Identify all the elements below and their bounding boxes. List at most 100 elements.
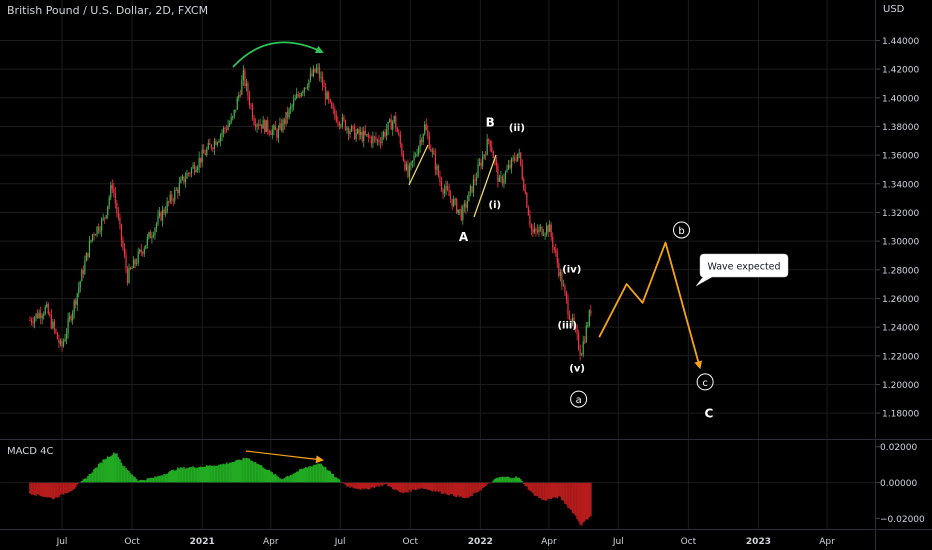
macd-bar: [170, 470, 173, 483]
macd-bar: [199, 466, 202, 483]
candle-body: [293, 100, 295, 106]
macd-bar: [303, 468, 306, 483]
candle-body: [343, 116, 345, 121]
candle-body: [139, 249, 141, 252]
candle-body: [576, 329, 578, 335]
candle-body: [224, 128, 226, 130]
candle-body: [256, 124, 258, 127]
candle-body: [587, 325, 589, 327]
macd-bar: [333, 477, 336, 483]
macd-bar: [52, 482, 54, 500]
macd-bar: [189, 467, 191, 483]
candle-body: [408, 165, 411, 177]
candle-body: [590, 310, 592, 314]
macd-bar: [524, 482, 527, 486]
wave-label: (iii): [557, 321, 576, 332]
candle-body: [175, 189, 177, 191]
candle-body: [521, 164, 523, 180]
macd-bar: [71, 482, 74, 491]
macd-bar: [231, 462, 234, 483]
candle-body: [482, 156, 484, 167]
candle-body: [335, 115, 337, 122]
candle-body: [134, 259, 136, 265]
candle-body: [44, 306, 46, 315]
candle-body: [567, 299, 569, 315]
macd-bar: [120, 462, 123, 483]
price-tick-label: 1.30000: [882, 238, 919, 248]
macd-bar: [79, 481, 82, 483]
macd-bar: [478, 482, 481, 491]
candle-body: [40, 312, 42, 319]
candle-body: [381, 136, 383, 143]
curved-arrow-icon: [232, 41, 324, 68]
candle-body: [242, 70, 244, 80]
candle-body: [472, 179, 475, 193]
macd-bar: [486, 482, 488, 485]
price-tick-label: 1.34000: [882, 180, 919, 190]
candle-body: [181, 176, 183, 180]
candle-body: [488, 139, 490, 141]
macd-bar: [282, 479, 284, 483]
time-tick-label: Apr: [819, 537, 835, 547]
candle-body: [346, 127, 348, 130]
candle-body: [427, 130, 429, 136]
candle-body: [193, 165, 196, 172]
macd-bar: [475, 482, 478, 493]
macd-bar: [297, 471, 300, 483]
macd-bar: [291, 474, 293, 483]
wave-label: B: [486, 115, 495, 129]
candle-body: [384, 132, 386, 136]
macd-bar: [522, 482, 525, 485]
macd-bar: [419, 482, 421, 489]
macd-bar: [221, 464, 223, 483]
macd-bar: [556, 482, 559, 499]
macd-bar: [242, 457, 245, 483]
macd-bar: [35, 482, 37, 496]
candle-body: [436, 165, 438, 170]
macd-bar: [271, 472, 274, 483]
candle-body: [328, 92, 330, 100]
candle-body: [212, 148, 214, 150]
candle-body: [402, 154, 404, 161]
macd-bar: [361, 482, 364, 489]
candle-body: [578, 334, 580, 350]
macd-bar: [364, 482, 367, 489]
candle-body: [277, 128, 280, 138]
candle-body: [230, 117, 232, 124]
macd-bar: [446, 482, 449, 495]
macd-bar: [91, 472, 94, 483]
candle-body: [122, 240, 124, 249]
time-tick-label: 2021: [190, 537, 215, 547]
macd-bar: [256, 463, 258, 483]
candle-body: [119, 217, 121, 225]
candle-body: [257, 124, 260, 126]
macd-bar: [497, 477, 499, 483]
macd-bar: [314, 464, 316, 483]
candle-body: [93, 234, 95, 236]
macd-bar: [245, 457, 248, 483]
macd-bar: [29, 482, 31, 494]
macd-bar: [228, 462, 231, 483]
candle-body: [364, 130, 366, 135]
candle-body: [376, 139, 379, 141]
macd-bar: [510, 478, 513, 483]
candle-body: [279, 123, 281, 129]
macd-bar: [414, 482, 417, 491]
macd-bar: [266, 469, 269, 483]
macd-bar: [207, 466, 210, 483]
candle-body: [561, 272, 563, 286]
macd-bar: [405, 482, 408, 493]
time-tick-label: Jul: [334, 537, 346, 547]
macd-bar: [88, 473, 91, 483]
candle-body: [53, 321, 55, 330]
candle-body: [270, 133, 272, 135]
candle-body: [177, 189, 179, 194]
macd-bar: [391, 482, 394, 490]
wave-label: a: [576, 395, 582, 406]
macd-bar: [301, 468, 304, 483]
candle-body: [204, 153, 206, 156]
candle-body: [503, 179, 505, 184]
candle-body: [142, 252, 144, 254]
candle-body: [386, 129, 388, 136]
